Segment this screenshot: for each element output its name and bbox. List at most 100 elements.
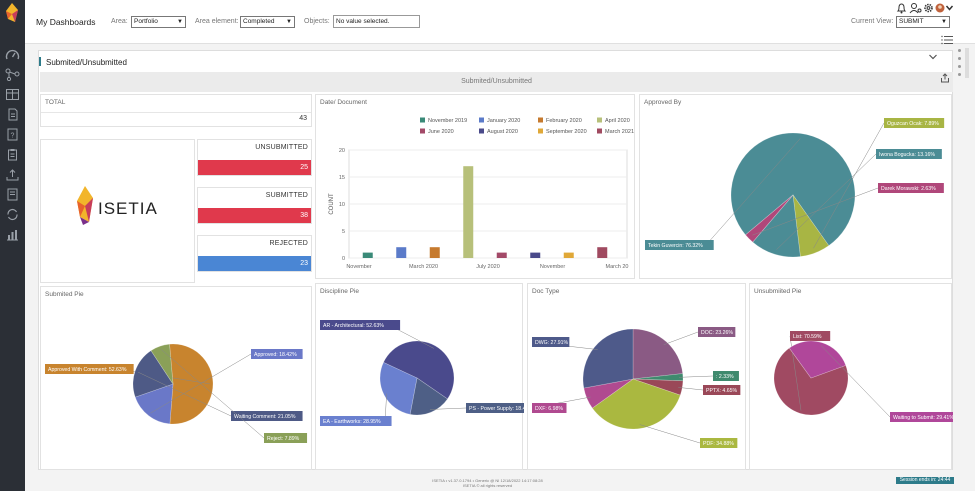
user-settings-icon[interactable]	[909, 2, 922, 14]
pie-label-waiting-to-submit-29-41: Waiting to Submit: 29.41%	[893, 415, 953, 421]
page-indicator-dot[interactable]	[958, 73, 961, 76]
upload-tray-icon[interactable]	[5, 168, 20, 181]
objects-field[interactable]: No value selected.	[333, 15, 420, 28]
pie-label-doc-23-26: DOC: 23.26%	[701, 330, 733, 336]
book-icon[interactable]	[5, 188, 20, 201]
legend-label-april-2020: April 2020	[605, 118, 630, 124]
pie-label-box-pptx-4-65	[703, 385, 741, 395]
legend-swatch-september-2020	[538, 128, 543, 134]
chevron-down-icon: ▼	[941, 19, 947, 25]
submitted-pie-title: Submited Pie	[45, 291, 84, 298]
bar-november-2019	[362, 252, 373, 258]
pie-label-ea-earthworks-28-95: EA - Earthworks: 28.95%	[323, 419, 381, 425]
pie-slice-waiting-to-submit-29-41	[788, 340, 847, 379]
approved-by-panel: Approved By Tekin Guvercin: 76.32% Oguzca…	[639, 94, 952, 279]
pie-leader-line	[678, 375, 714, 378]
y-tick-label: 15	[339, 175, 345, 181]
area-label: Area:	[111, 18, 128, 25]
legend-swatch-april-2020	[597, 117, 602, 123]
approved-by-pie-chart: Tekin Guvercin: 76.32% Oguzcan Ocak: 7.89…	[645, 118, 945, 258]
pie-leader-line	[639, 424, 701, 444]
legend-swatch-june-2020	[420, 128, 425, 134]
objects-label: Objects:	[304, 18, 330, 25]
pie-leader-line	[705, 138, 801, 246]
page-indicator-dot[interactable]	[958, 57, 961, 60]
clipboard-icon[interactable]	[5, 148, 20, 161]
bell-icon[interactable]	[896, 2, 907, 14]
pie-slice-approved-18-42	[134, 383, 174, 425]
collapse-chevron-icon[interactable]	[928, 53, 938, 61]
submitted-value: 38	[198, 208, 311, 223]
pie-slice-ps-power-supply-18-42	[409, 377, 448, 416]
area-element-select[interactable]: Completed ▼	[240, 16, 295, 28]
widget-title: Submited/Unsubmitted	[46, 58, 127, 67]
total-label: TOTAL	[45, 99, 66, 106]
workflow-icon[interactable]	[5, 68, 20, 81]
pie-label-oguzcan-ocak-7-89: Oguzcan Ocak: 7.89%	[887, 121, 939, 127]
page-indicator-dot[interactable]	[958, 49, 961, 52]
bar-february-2020	[429, 247, 440, 258]
bar-june-2020	[496, 252, 507, 258]
pie-label-box-iwona-bogucka-13-16	[876, 149, 942, 159]
sync-icon[interactable]	[5, 208, 20, 221]
widget-band: Submited/Unsubmitted	[40, 72, 953, 92]
analytics-chart-icon[interactable]	[5, 228, 20, 241]
document-icon[interactable]	[5, 108, 20, 121]
pie-leader-line	[820, 345, 891, 418]
area-element-label: Area element:	[195, 18, 239, 25]
x-tick-label: March 20	[606, 264, 629, 270]
isetia-bird-logo-icon	[77, 186, 93, 225]
unsubmitted-pie-panel: Unsubmiited Pie List: 70.59% Waiting to S…	[749, 283, 953, 470]
pie-label-box-reject-7-89	[264, 433, 308, 443]
pie-label-box-2-33	[713, 371, 739, 381]
pie-label-box-pdf-34-88	[700, 438, 738, 448]
discipline-pie-panel: Discipline Pie AR - Architectural: 52.63…	[315, 283, 524, 470]
scrollbar[interactable]	[965, 48, 969, 78]
pie-slice-waiting-comment-21-05	[132, 350, 174, 398]
export-icon[interactable]	[940, 73, 950, 83]
area-select[interactable]: Portfolio ▼	[131, 16, 186, 28]
pie-label-box-waiting-comment-21-05	[231, 411, 303, 421]
widget-accent	[39, 57, 41, 66]
doc-type-title: Doc Type	[532, 288, 560, 295]
legend-label-august-2020: August 2020	[487, 129, 518, 135]
pie-label-box-waiting-to-submit-29-41	[890, 412, 953, 422]
chevron-down-icon[interactable]	[945, 2, 954, 14]
page-indicator-dot[interactable]	[958, 65, 961, 68]
pie-leader-line	[160, 349, 265, 439]
pie-label-box-list-70-59	[790, 331, 831, 341]
logo-wordmark: ISETIA	[98, 199, 158, 218]
dashboard-gauge-icon[interactable]	[5, 48, 20, 61]
pie-label-box-doc-23-26	[698, 327, 736, 337]
pie-slice-dwg-27-91	[582, 328, 634, 389]
x-tick-label: March 2020	[409, 264, 438, 270]
list-menu-icon[interactable]	[941, 35, 953, 45]
current-view-select[interactable]: SUBMIT ▼	[896, 16, 950, 28]
pie-leader-line	[813, 122, 885, 249]
footer-version: ISETIA • v1.37.0.1794 • Generic @ NI 12/…	[432, 478, 543, 483]
unsubmitted-pie-chart: List: 70.59% Waiting to Submit: 29.41%	[773, 331, 953, 422]
pie-leader-line	[663, 331, 699, 345]
area-element-select-value: Completed	[243, 18, 275, 25]
chevron-down-icon: ▼	[286, 19, 292, 25]
unsubmitted-label: UNSUBMITTED	[255, 144, 308, 151]
pie-label-iwona-bogucka-13-16: Iwona Bogucka: 13.16%	[879, 152, 935, 158]
help-document-icon[interactable]: ?	[5, 128, 20, 141]
legend-swatch-march-2021	[597, 128, 602, 134]
bar-august-2020	[530, 252, 541, 258]
band-title: Submited/Unsubmitted	[461, 78, 532, 85]
gear-icon[interactable]	[923, 2, 934, 14]
session-timer-badge: Session ends in: 24:44	[896, 477, 954, 484]
approved-by-title: Approved By	[644, 99, 682, 106]
pie-label-box-dxf-6-98	[532, 403, 567, 413]
submitted-pie-chart: Approved With Comment: 52.63% Approved: 1…	[45, 343, 308, 443]
avatar[interactable]	[935, 2, 945, 14]
pie-label-2-33: : 2.33%	[716, 374, 734, 380]
pie-label-box-oguzcan-ocak-7-89	[884, 118, 945, 128]
y-tick-label: 20	[339, 148, 345, 154]
divider	[41, 112, 311, 113]
isetia-logo-icon[interactable]	[3, 2, 22, 24]
legend-swatch-february-2020	[538, 117, 543, 123]
table-grid-icon[interactable]	[5, 88, 20, 101]
footer-copyright: ISETIA © all rights reserved	[462, 483, 513, 488]
